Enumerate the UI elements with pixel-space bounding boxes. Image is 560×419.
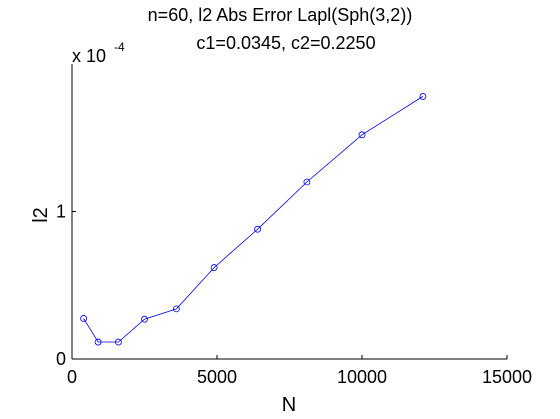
chart-title-line-1: n=60, l2 Abs Error Lapl(Sph(3,2)) <box>148 5 413 25</box>
data-point <box>210 264 218 271</box>
data-point <box>80 315 87 322</box>
data-point <box>358 131 366 139</box>
x-tick-label: 10000 <box>337 367 387 387</box>
data-point <box>115 338 122 346</box>
data-point <box>141 315 148 323</box>
data-point <box>303 178 311 186</box>
data-point <box>419 93 427 100</box>
plot-area: 0 5000 10000 15000 0 1 <box>56 64 532 387</box>
series-line <box>83 96 424 343</box>
y-tick-label: 0 <box>56 349 66 369</box>
x-tick-label: 0 <box>67 367 77 387</box>
y-multiplier: x 10 -4 <box>72 40 125 66</box>
data-point <box>94 338 102 346</box>
x-tick-label: 5000 <box>197 367 237 387</box>
y-multiplier-base: x 10 <box>72 46 106 66</box>
data-point <box>172 305 180 313</box>
data-point <box>254 225 262 233</box>
x-tick-label: 15000 <box>482 367 532 387</box>
y-tick-label: 1 <box>56 202 66 222</box>
y-axis-label: l2 <box>30 207 52 223</box>
chart-title-line-2: c1=0.0345, c2=0.2250 <box>196 33 375 53</box>
x-axis-label: N <box>282 394 296 416</box>
y-multiplier-exponent: -4 <box>114 40 125 54</box>
